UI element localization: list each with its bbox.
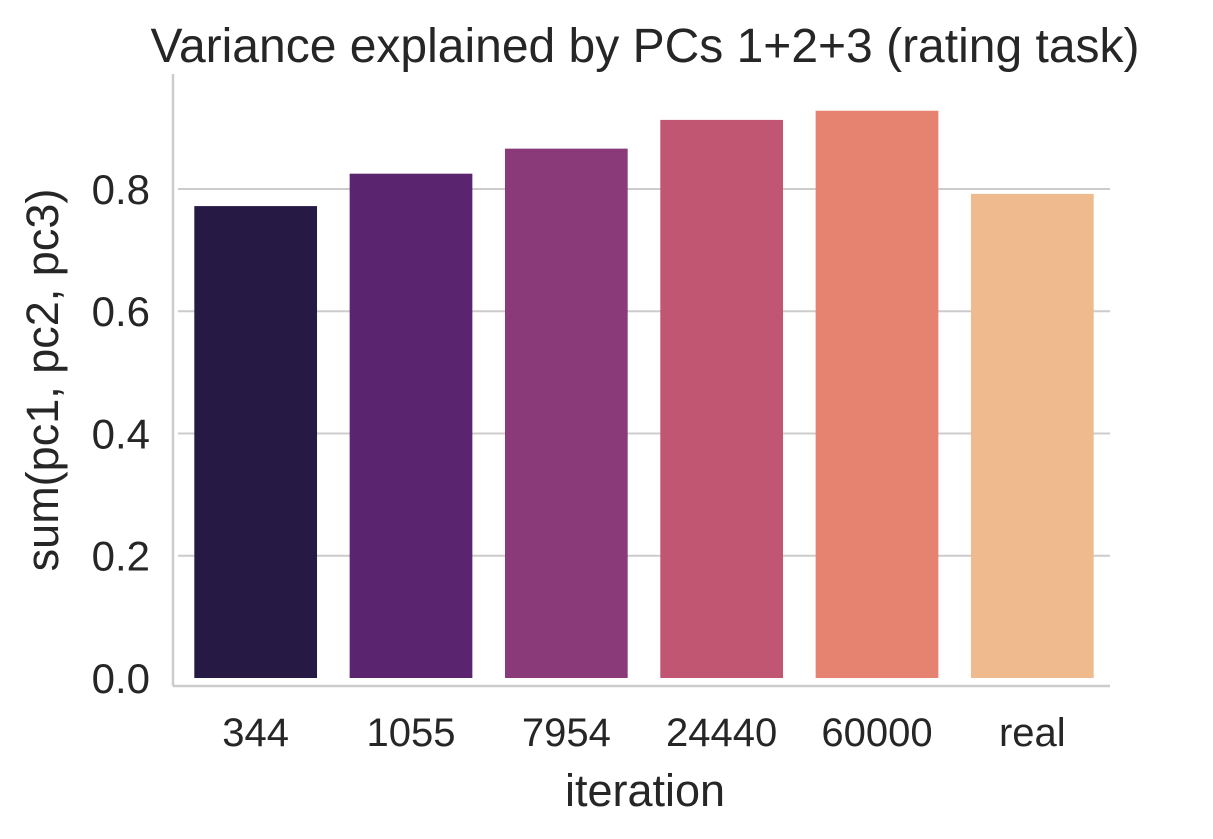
y-tick-label: 0.8 <box>92 166 150 213</box>
x-tick-label: real <box>999 711 1066 755</box>
x-tick-labels: 344 1055 7954 24440 60000 real <box>222 711 1065 755</box>
y-tick-label: 0.4 <box>92 410 150 457</box>
chart-title: Variance explained by PCs 1+2+3 (rating … <box>151 20 1140 73</box>
x-tick-label: 7954 <box>522 711 611 755</box>
bar-7954 <box>504 148 628 678</box>
bar-60000 <box>815 110 939 679</box>
axes <box>171 74 1110 688</box>
y-tick-label: 0.2 <box>92 533 150 580</box>
bar-344 <box>194 206 318 678</box>
y-tick-label: 0.6 <box>92 288 150 335</box>
y-axis-label: sum(pc1, pc2, pc3) <box>17 189 68 572</box>
bar-24440 <box>660 119 784 679</box>
x-axis-label: iteration <box>565 765 725 816</box>
bars <box>194 110 1094 679</box>
x-tick-label: 24440 <box>666 711 777 755</box>
x-tick-label: 344 <box>222 711 289 755</box>
bar-real <box>970 193 1094 678</box>
y-tick-labels: 0.0 0.2 0.4 0.6 0.8 <box>92 166 150 702</box>
bar-1055 <box>349 173 473 678</box>
x-tick-label: 60000 <box>821 711 932 755</box>
y-tick-label: 0.0 <box>92 655 150 702</box>
x-tick-label: 1055 <box>367 711 456 755</box>
gridlines <box>178 187 1110 557</box>
